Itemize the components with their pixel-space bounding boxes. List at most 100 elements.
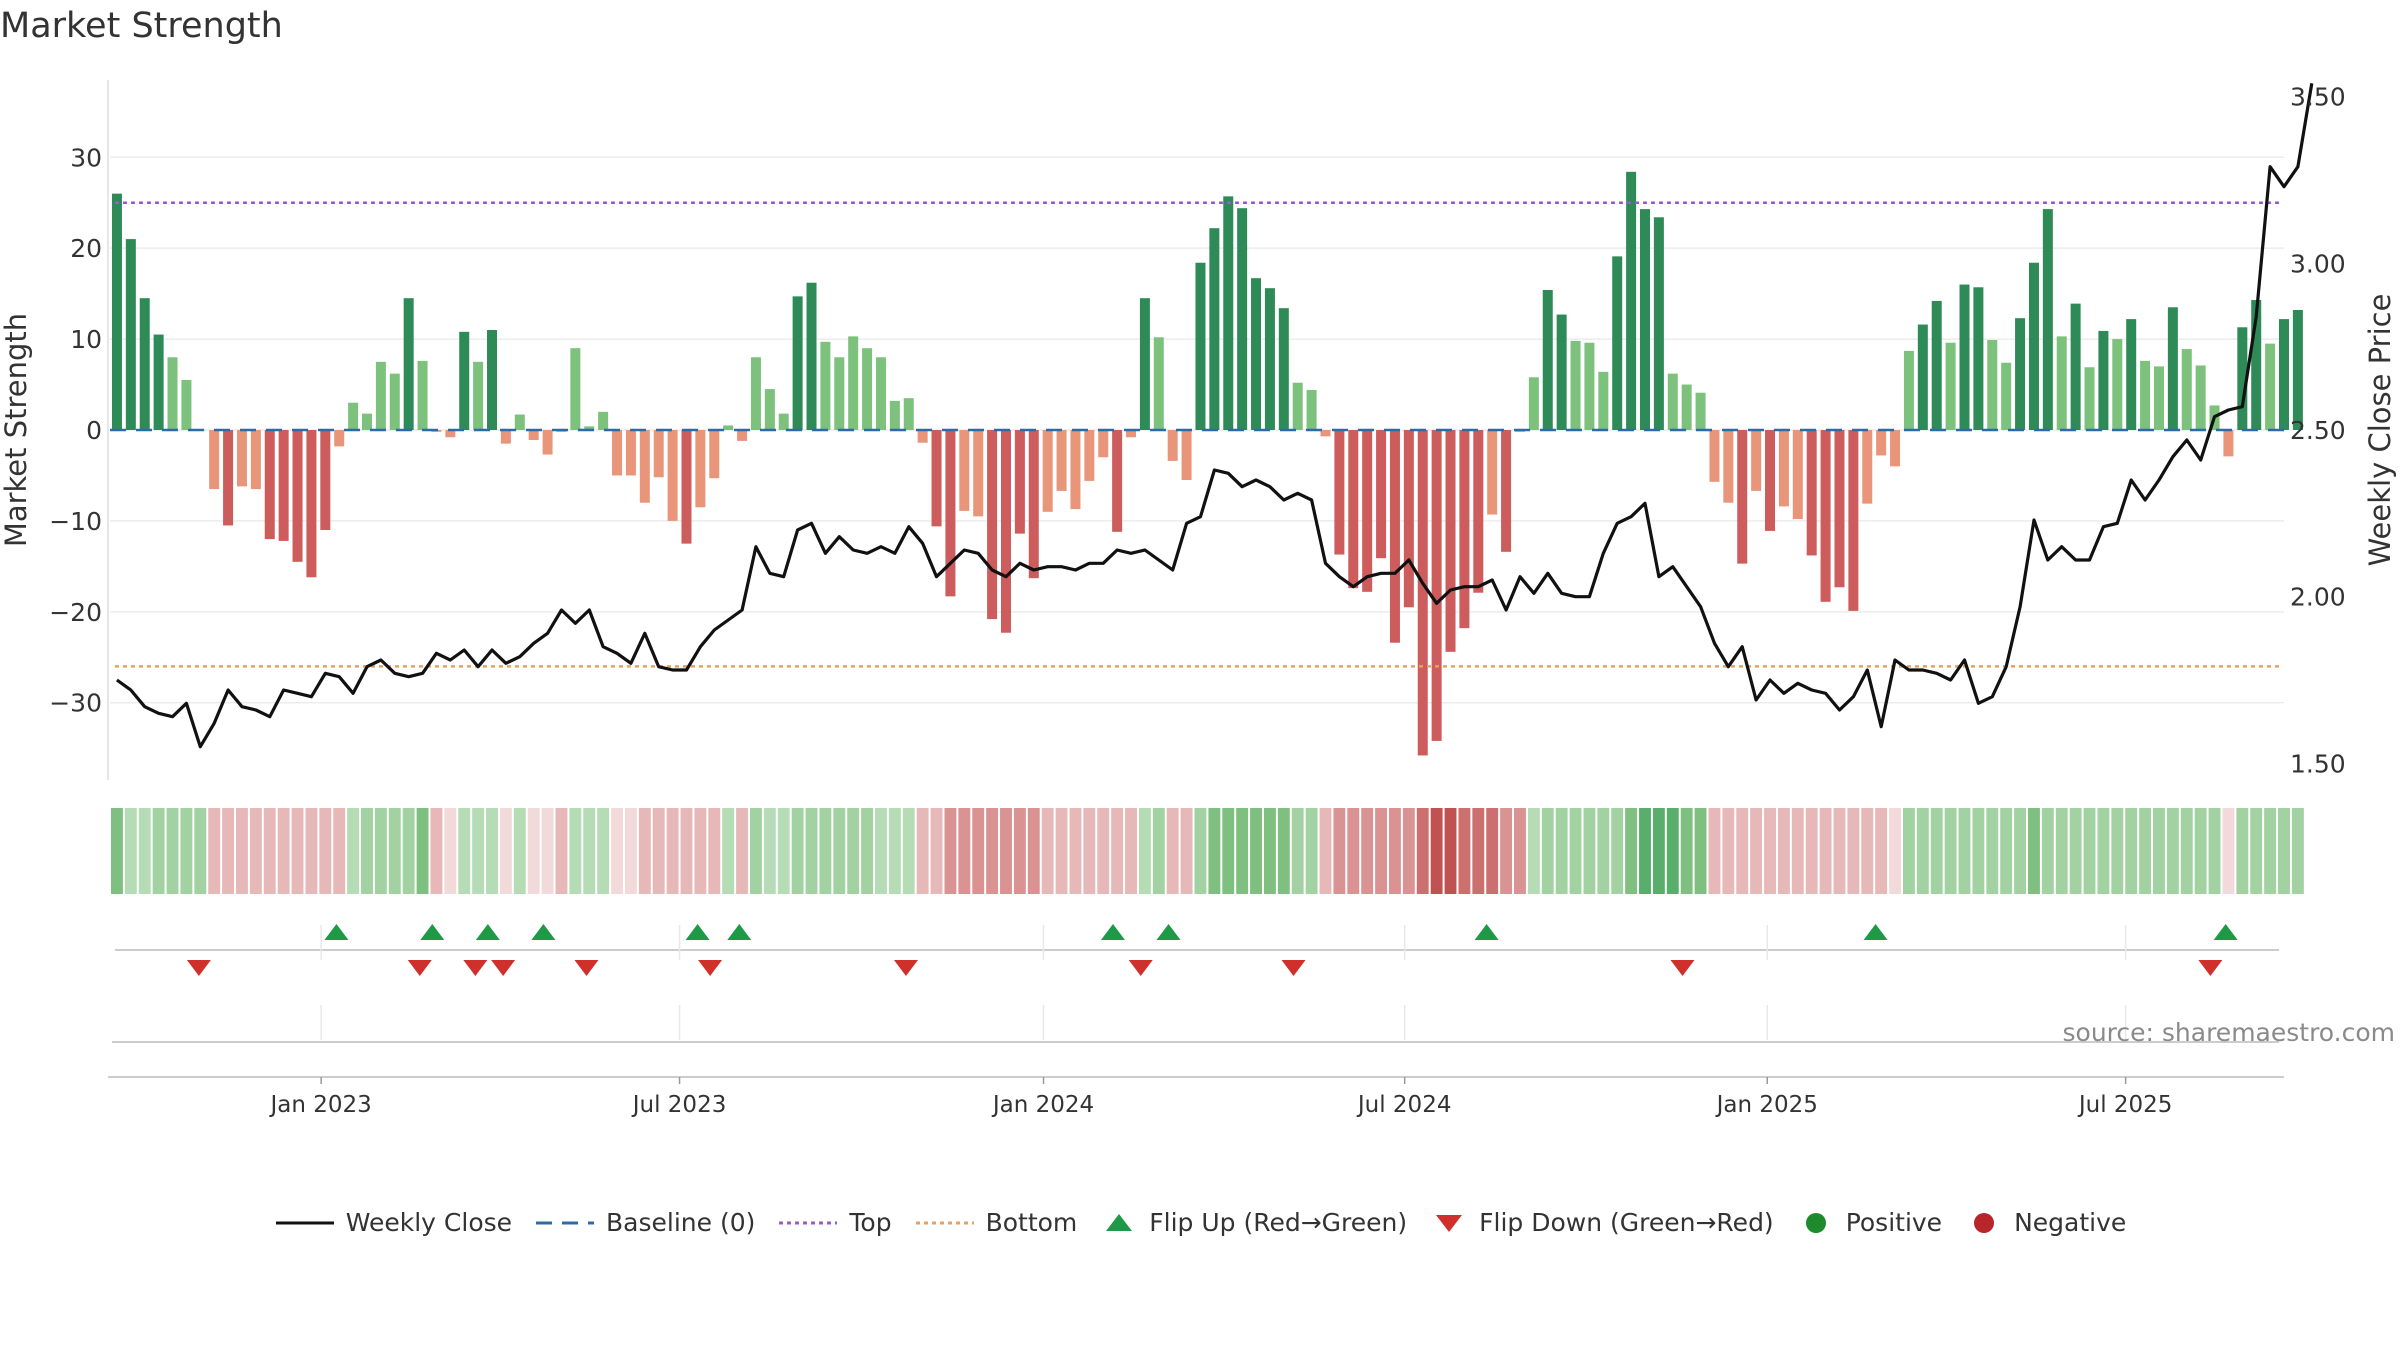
strength-bar <box>1848 430 1859 611</box>
heat-strip-cell <box>958 808 971 894</box>
x-tick-label: Jul 2025 <box>2077 1092 2173 1118</box>
legend-item-negative[interactable]: Negative <box>1964 1208 2126 1237</box>
strength-bar <box>1598 371 1609 430</box>
x-tick-label: Jul 2023 <box>631 1092 727 1118</box>
legend-item-weekly-close[interactable]: Weekly Close <box>274 1208 512 1237</box>
x-tick-label: Jul 2024 <box>1356 1092 1452 1118</box>
flip-up-marker <box>2213 924 2238 940</box>
strength-bar <box>1153 337 1164 430</box>
heat-strip-cell <box>1847 808 1860 894</box>
strength-bar <box>1445 430 1456 652</box>
heat-strip-cell <box>902 808 915 894</box>
heat-strip-cell <box>333 808 346 894</box>
strength-bar <box>2223 430 2234 457</box>
heat-strip-cell <box>416 808 429 894</box>
heat-strip-cell <box>638 808 651 894</box>
y2-tick-label: 3.50 <box>2290 83 2346 112</box>
y-tick-label: −10 <box>49 507 102 536</box>
heat-strip-cell <box>1958 808 1971 894</box>
circle-red-icon <box>1974 1212 1995 1233</box>
heat-strip-cell <box>319 808 332 894</box>
strength-bar <box>459 331 470 430</box>
strength-bar <box>1626 171 1637 430</box>
heat-strip-cell <box>1125 808 1137 894</box>
heat-strip-cell <box>1111 808 1124 894</box>
legend-label: Weekly Close <box>345 1208 513 1237</box>
heat-strip-cell <box>1208 808 1221 894</box>
legend-label: Flip Down (Green→Red) <box>1479 1208 1774 1237</box>
legend-item-top[interactable]: Top <box>777 1208 892 1237</box>
y2-tick-label: 3.00 <box>2290 249 2346 278</box>
strength-bar <box>959 430 970 511</box>
x-tick-label: Jan 2025 <box>1715 1092 1818 1118</box>
heat-strip-cell <box>694 808 707 894</box>
heat-strip-cell <box>1013 808 1026 894</box>
y-tick-label: −20 <box>49 598 102 627</box>
flip-up-marker <box>727 924 752 940</box>
heat-strip-cell <box>833 808 846 894</box>
heat-strip-cell <box>805 808 818 894</box>
strength-bar <box>1556 314 1567 430</box>
y2-tick-label: 1.50 <box>2290 749 2346 778</box>
strength-bar <box>889 400 900 430</box>
flip-up-marker <box>1863 924 1888 940</box>
heat-strip-cell <box>583 808 596 894</box>
flip-up-marker <box>531 924 556 940</box>
strength-bar <box>348 402 359 430</box>
heat-strip-cell <box>1833 808 1846 894</box>
heat-strip-cell <box>541 808 554 894</box>
strength-bar <box>862 348 873 430</box>
heat-strip-cell <box>1166 808 1179 894</box>
heat-strip-cell <box>1500 808 1513 894</box>
strength-bar <box>1639 209 1650 430</box>
strength-bar <box>1876 430 1887 456</box>
strength-bar <box>1723 430 1734 503</box>
heat-strip-cell <box>1819 808 1832 894</box>
heat-strip-cell <box>1319 808 1332 894</box>
heat-strip-cell <box>194 808 207 894</box>
strength-bars <box>111 171 2303 756</box>
legend-item-flip-down[interactable]: Flip Down (Green→Red) <box>1429 1208 1774 1237</box>
flip-down-marker <box>491 960 516 976</box>
strength-bar <box>2237 327 2248 430</box>
heat-strip-cell <box>208 808 221 894</box>
strength-bar <box>625 430 636 476</box>
heat-strip-cell <box>1263 808 1276 894</box>
heat-strip-cell <box>569 808 582 894</box>
strength-bar <box>1987 340 1998 430</box>
strength-bar <box>1890 430 1901 467</box>
legend-label: Positive <box>1845 1208 1943 1237</box>
heat-strip-cell <box>791 808 804 894</box>
strength-bar <box>778 413 789 430</box>
y-tick-label: 30 <box>70 143 102 172</box>
flip-down-marker <box>1670 960 1695 976</box>
legend-item-bottom[interactable]: Bottom <box>914 1208 1077 1237</box>
heat-strip-cell <box>1625 808 1638 894</box>
heat-strip-cell <box>2139 808 2152 894</box>
x-tick-label: Jan 2023 <box>268 1092 371 1118</box>
legend-item-flip-up[interactable]: Flip Up (Red→Green) <box>1099 1208 1407 1237</box>
strength-bar <box>1264 288 1275 430</box>
legend-item-baseline[interactable]: Baseline (0) <box>534 1208 755 1237</box>
strength-bar <box>764 389 775 430</box>
strength-bar <box>278 430 289 541</box>
heat-strip-cell <box>1375 808 1388 894</box>
strength-bar <box>1098 430 1109 458</box>
dotted-line-icon <box>915 1221 974 1224</box>
strength-bar <box>1195 262 1206 430</box>
strength-bar <box>1973 287 1984 430</box>
strength-bar <box>1501 430 1512 552</box>
heat-strip-cell <box>263 808 276 894</box>
heat-strip-cell <box>2111 808 2124 894</box>
heat-strip-cell <box>708 808 721 894</box>
strength-bar <box>514 414 525 430</box>
strength-bar <box>1667 373 1678 430</box>
weekly-close-line <box>115 83 2314 749</box>
heat-strip-cell <box>1236 808 1249 894</box>
strength-bar <box>570 348 581 430</box>
heat-strip-cell <box>777 808 790 894</box>
strength-bar <box>1417 430 1428 756</box>
heat-strip-cell <box>1472 808 1485 894</box>
heat-strip-cell <box>1000 808 1012 894</box>
legend-item-positive[interactable]: Positive <box>1796 1208 1942 1237</box>
